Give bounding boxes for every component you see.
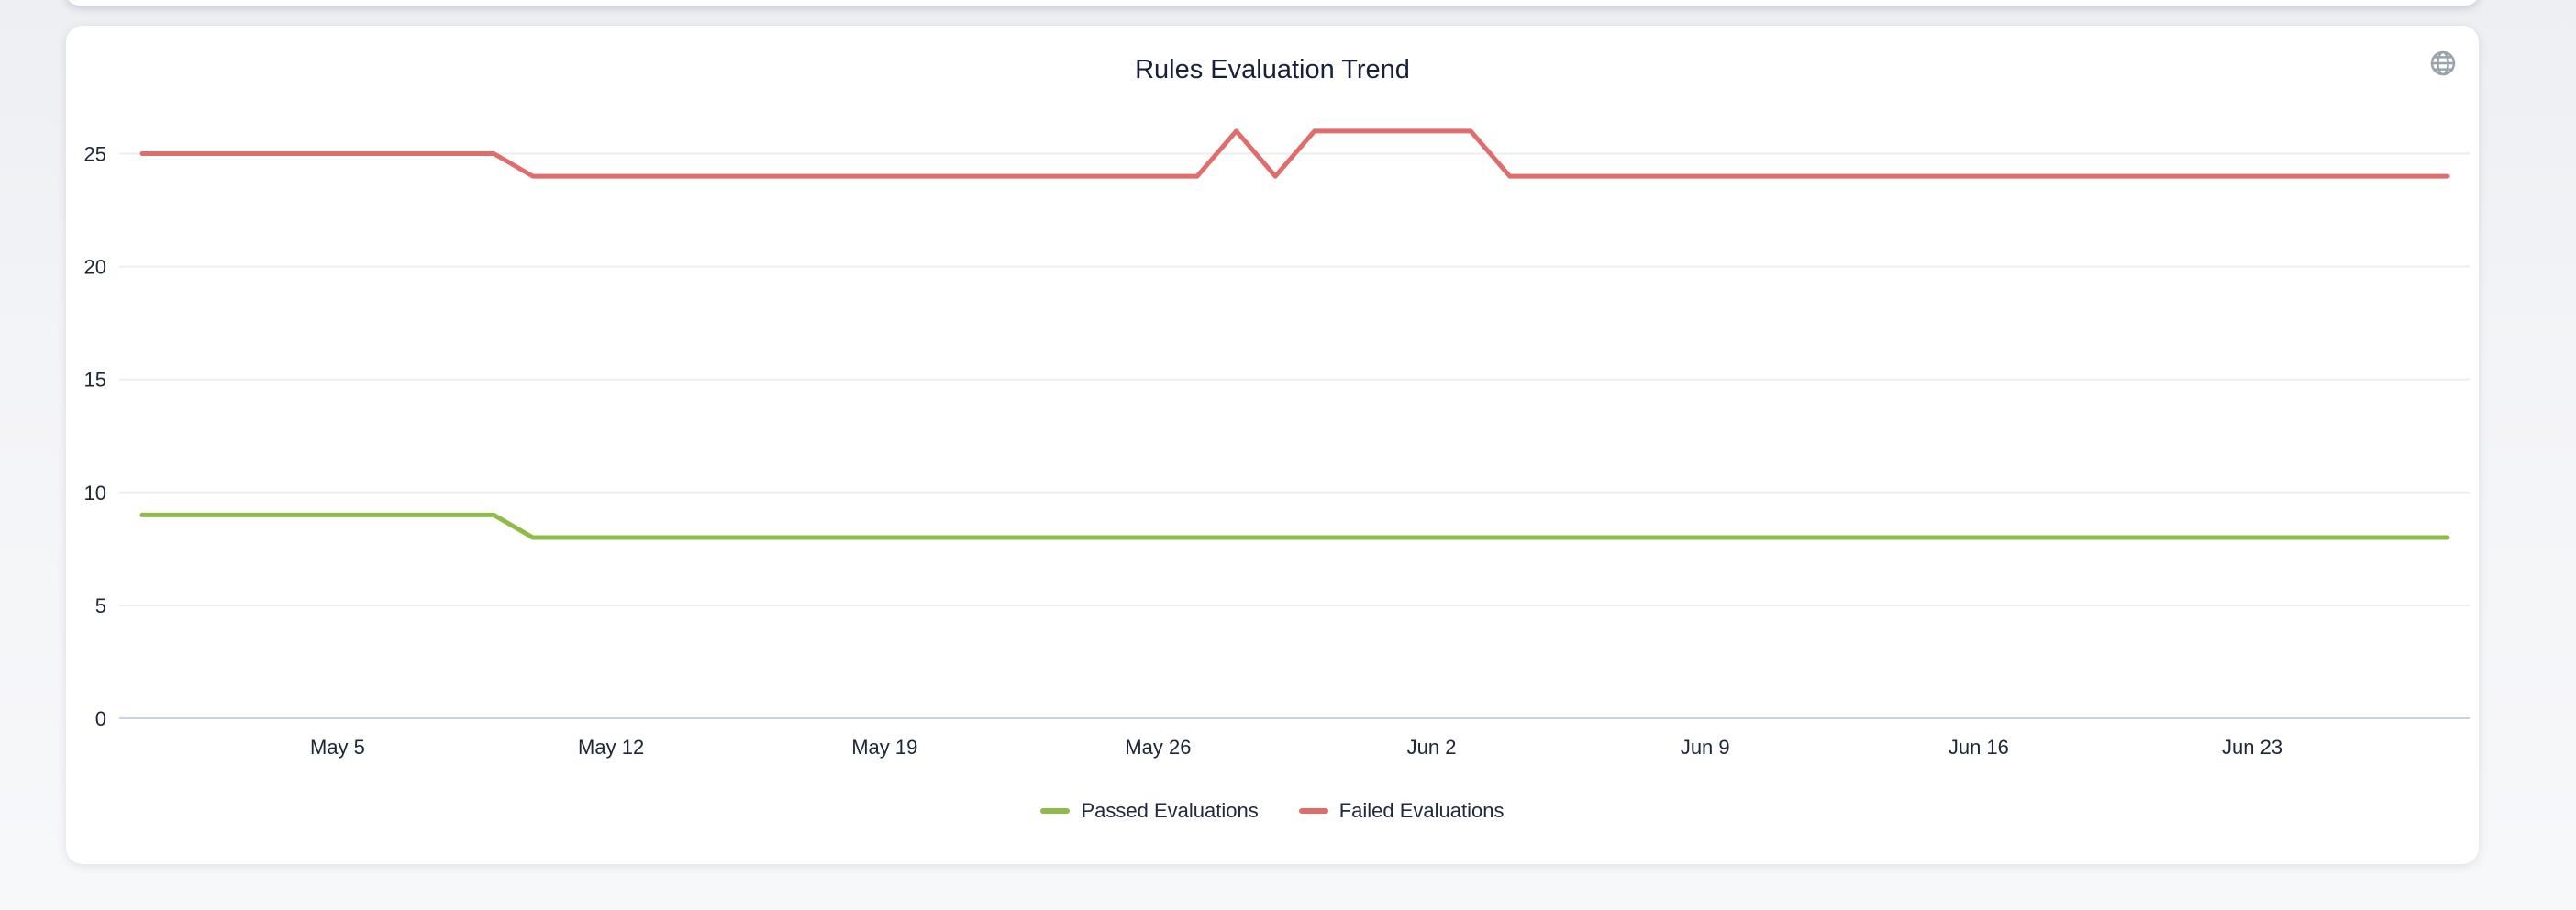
y-tick-label: 10 xyxy=(84,482,106,505)
legend-item-passed[interactable]: Passed Evaluations xyxy=(1040,799,1259,823)
x-tick-label: Jun 23 xyxy=(2222,736,2282,759)
failed-evaluations-line xyxy=(139,128,2450,179)
legend-label-passed: Passed Evaluations xyxy=(1081,799,1259,822)
gridlines xyxy=(119,152,2470,719)
y-tick-label: 25 xyxy=(84,143,106,166)
passed-series-swatch xyxy=(1040,808,1071,814)
x-tick-label: Jun 2 xyxy=(1407,736,1457,759)
passed-evaluations-line xyxy=(139,512,2450,540)
y-tick-label: 15 xyxy=(84,369,106,392)
x-tick-label: May 26 xyxy=(1125,736,1191,759)
legend-label-failed: Failed Evaluations xyxy=(1338,799,1505,822)
legend-item-failed[interactable]: Failed Evaluations xyxy=(1298,799,1505,823)
globe-button[interactable] xyxy=(2427,48,2459,79)
x-tick-label: Jun 16 xyxy=(1949,736,2009,759)
chart-legend: Passed Evaluations Failed Evaluations xyxy=(66,793,2479,829)
chart-title: Rules Evaluation Trend xyxy=(1135,55,1410,84)
x-axis-labels: May 5 May 12 May 19 May 26 Jun 2 Jun 9 Jun 16 J… xyxy=(310,736,2282,759)
y-tick-label: 20 xyxy=(84,256,106,279)
y-axis-labels: 0 5 10 15 20 25 xyxy=(84,143,106,731)
globe-icon xyxy=(2430,50,2456,76)
rules-evaluation-trend-card: 0 5 10 15 20 25 May 5 May 12 May 19 May 26 Jun 2 J… xyxy=(66,26,2479,864)
y-tick-label: 5 xyxy=(95,594,106,617)
trend-chart: 0 5 10 15 20 25 May 5 May 12 May 19 May 26 Jun 2 J… xyxy=(84,128,2470,759)
x-tick-label: Jun 9 xyxy=(1681,736,1730,759)
y-tick-label: 0 xyxy=(95,707,106,730)
x-tick-label: May 5 xyxy=(310,736,365,759)
series-lines xyxy=(139,128,2450,540)
x-tick-label: May 12 xyxy=(578,736,644,759)
failed-series-swatch xyxy=(1298,808,1328,814)
previous-card-bottom-edge xyxy=(66,0,2479,6)
x-tick-label: May 19 xyxy=(851,736,917,759)
